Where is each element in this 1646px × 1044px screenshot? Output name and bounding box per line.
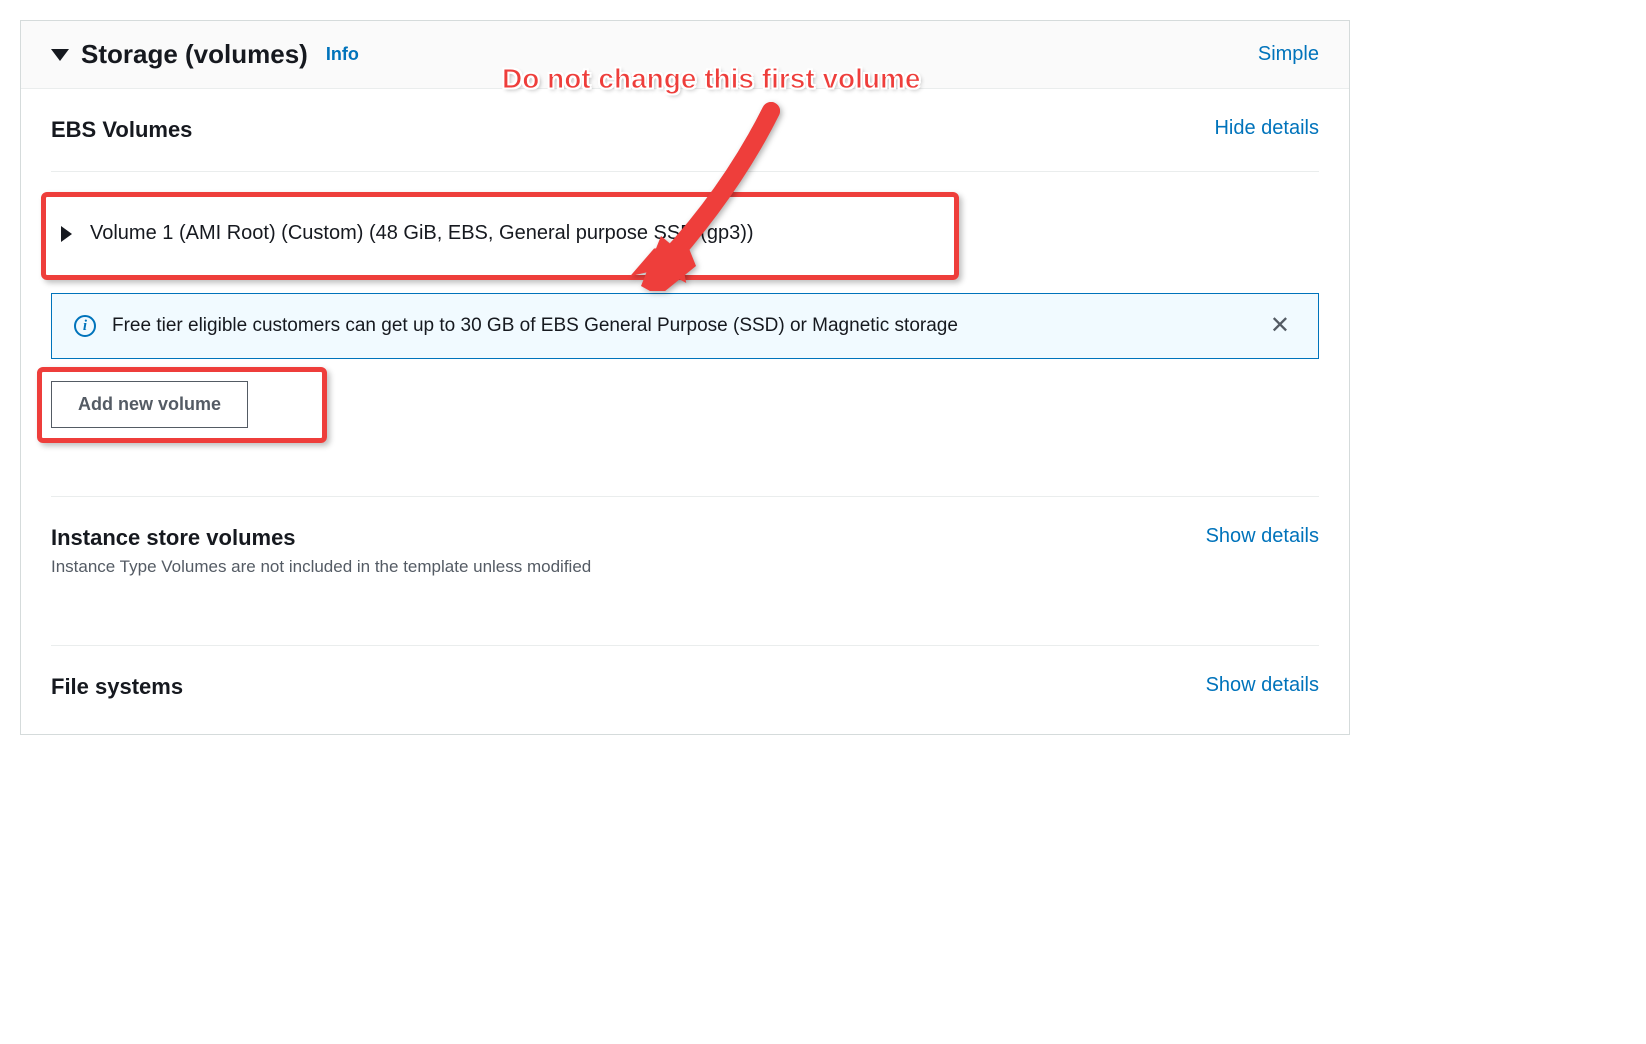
instance-store-title: Instance store volumes [51,525,591,551]
file-systems-head: File systems Show details [51,674,1319,700]
file-systems-section: File systems Show details [21,646,1349,700]
divider [51,171,1319,172]
add-button-wrap: Add new volume [51,381,248,428]
ebs-section: EBS Volumes Hide details [21,89,1349,143]
simple-view-link[interactable]: Simple [1258,43,1319,66]
volume-row[interactable]: Volume 1 (AMI Root) (Custom) (48 GiB, EB… [51,204,1319,263]
volume-row-wrap: Volume 1 (AMI Root) (Custom) (48 GiB, EB… [51,204,1319,263]
info-icon: i [74,315,96,337]
close-banner-icon[interactable]: ✕ [1264,314,1296,338]
hide-details-link[interactable]: Hide details [1214,117,1319,140]
panel-header-left: Storage (volumes) Info [51,39,359,70]
instance-store-section: Instance store volumes Instance Type Vol… [21,497,1349,577]
file-systems-show-details[interactable]: Show details [1206,674,1319,697]
add-volume-button[interactable]: Add new volume [51,381,248,428]
ebs-section-head: EBS Volumes Hide details [51,117,1319,143]
panel-title: Storage (volumes) [81,39,308,70]
instance-store-head: Instance store volumes Instance Type Vol… [51,525,1319,577]
ebs-title: EBS Volumes [51,117,192,143]
expand-volume-icon [61,226,72,242]
instance-store-show-details[interactable]: Show details [1206,525,1319,548]
instance-store-subtitle: Instance Type Volumes are not included i… [51,557,591,577]
volume-label: Volume 1 (AMI Root) (Custom) (48 GiB, EB… [90,222,754,245]
banner-text: Free tier eligible customers can get up … [112,315,1248,337]
storage-panel: Storage (volumes) Info Simple EBS Volume… [20,20,1350,735]
info-link[interactable]: Info [326,44,359,65]
collapse-panel-icon[interactable] [51,49,69,61]
file-systems-title: File systems [51,674,183,700]
instance-store-heading-group: Instance store volumes Instance Type Vol… [51,525,591,577]
free-tier-banner: i Free tier eligible customers can get u… [51,293,1319,359]
panel-header: Storage (volumes) Info Simple [21,21,1349,89]
